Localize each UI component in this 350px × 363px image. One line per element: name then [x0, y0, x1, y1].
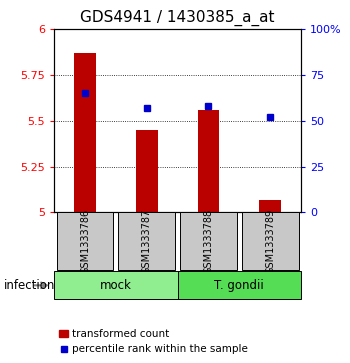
Text: GSM1333787: GSM1333787: [142, 209, 152, 274]
Text: GSM1333789: GSM1333789: [265, 209, 275, 274]
Bar: [118, 212, 175, 270]
Bar: [180, 212, 237, 270]
Title: GDS4941 / 1430385_a_at: GDS4941 / 1430385_a_at: [80, 10, 275, 26]
Bar: [54, 271, 177, 299]
Legend: transformed count, percentile rank within the sample: transformed count, percentile rank withi…: [60, 329, 248, 354]
Bar: [177, 271, 301, 299]
Bar: [74, 53, 96, 212]
Text: GSM1333786: GSM1333786: [80, 209, 90, 274]
Text: mock: mock: [100, 279, 132, 292]
Bar: [198, 110, 219, 212]
Bar: [259, 200, 281, 212]
Text: T. gondii: T. gondii: [215, 279, 264, 292]
Text: GSM1333788: GSM1333788: [203, 209, 214, 274]
Bar: [57, 212, 113, 270]
Bar: [242, 212, 299, 270]
Bar: [136, 130, 158, 212]
Text: infection: infection: [4, 279, 55, 292]
